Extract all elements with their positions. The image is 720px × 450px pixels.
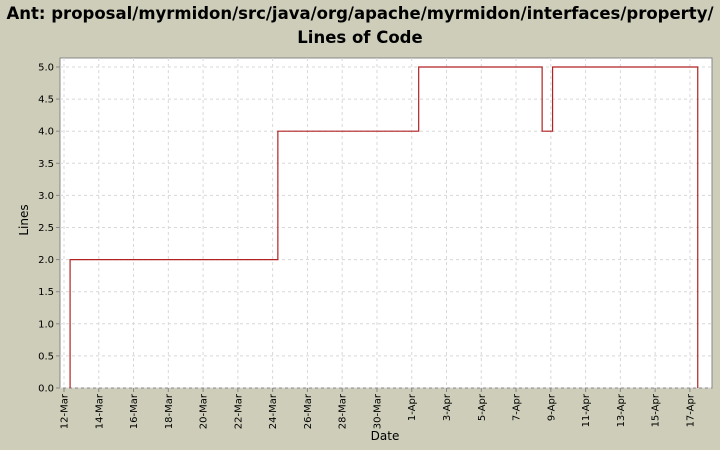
x-tick-label: 13-Apr	[616, 393, 627, 427]
x-tick-label: 17-Apr	[685, 393, 696, 427]
x-tick-label: 1-Apr	[407, 393, 418, 421]
chart-title: Ant: proposal/myrmidon/src/java/org/apac…	[6, 4, 714, 47]
y-tick-label: 2.5	[38, 223, 54, 234]
x-tick-label: 9-Apr	[546, 393, 557, 421]
y-tick-label: 5.0	[38, 62, 54, 73]
x-tick-label: 22-Mar	[233, 393, 244, 429]
x-tick-label: 5-Apr	[477, 393, 488, 421]
x-tick-label: 12-Mar	[59, 393, 70, 429]
y-tick-label: 0.5	[38, 351, 54, 362]
y-tick-label: 4.5	[38, 95, 54, 106]
data-line	[69, 66, 699, 388]
y-tick-label: 2.0	[38, 255, 54, 266]
x-tick-label: 24-Mar	[268, 393, 279, 429]
x-tick-label: 15-Apr	[651, 393, 662, 427]
x-tick-label: 3-Apr	[442, 393, 453, 421]
x-axis-label: Date	[371, 429, 400, 443]
y-tick-label: 1.0	[38, 319, 54, 330]
plot-area	[59, 57, 713, 389]
y-tick-label: 0.0	[38, 384, 54, 395]
x-tick-label: 26-Mar	[303, 393, 314, 429]
x-tick-label: 30-Mar	[372, 393, 383, 429]
x-tick-label: 7-Apr	[512, 393, 523, 421]
x-tick-label: 18-Mar	[164, 393, 175, 429]
y-axis-label: Lines	[17, 204, 31, 235]
x-tick-label: 11-Apr	[581, 393, 592, 427]
y-tick-label: 3.0	[38, 191, 54, 202]
x-tick-label: 14-Mar	[94, 393, 105, 429]
x-tick-label: 28-Mar	[338, 393, 349, 429]
x-tick-label: 16-Mar	[129, 393, 140, 429]
y-tick-label: 3.5	[38, 159, 54, 170]
y-tick-label: 4.0	[38, 127, 54, 138]
x-tick-label: 20-Mar	[199, 393, 210, 429]
y-tick-label: 1.5	[38, 287, 54, 298]
